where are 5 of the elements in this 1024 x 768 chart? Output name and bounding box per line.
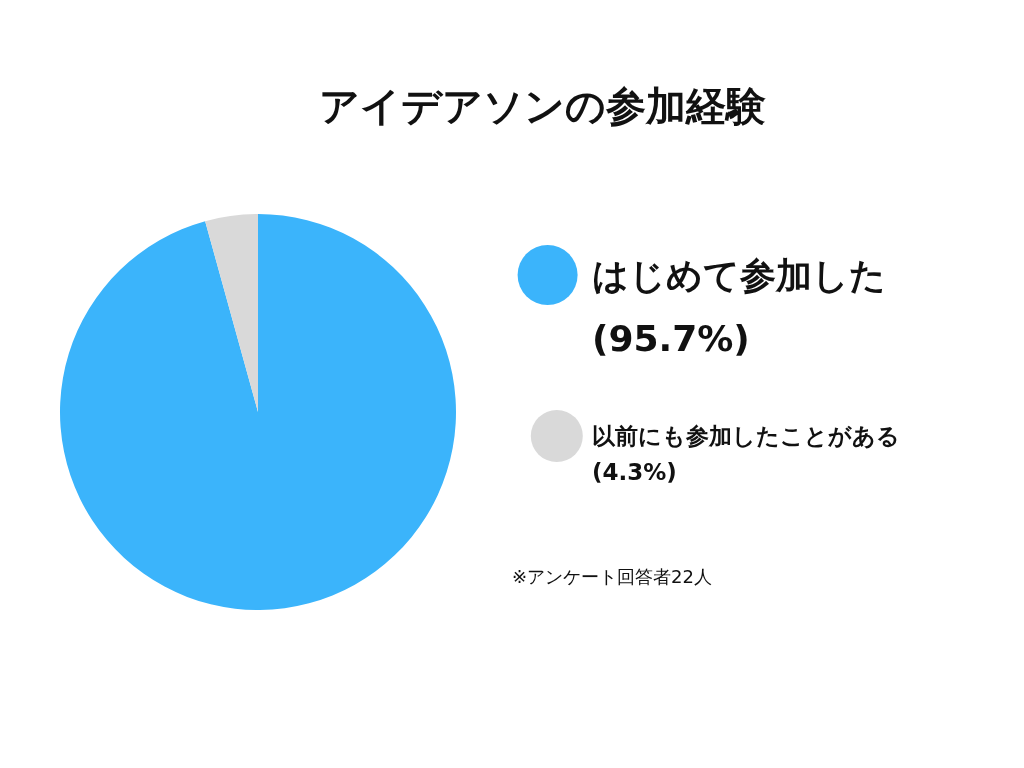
chart-title: アイデアソンの参加経験 [318,83,766,129]
legend-label: はじめて参加した [592,254,886,296]
text: ※アンケート回答者22人 [512,566,712,587]
data-label: (95.7%) [592,317,750,359]
legend-label: 以前にも参加したことがある [592,423,900,450]
